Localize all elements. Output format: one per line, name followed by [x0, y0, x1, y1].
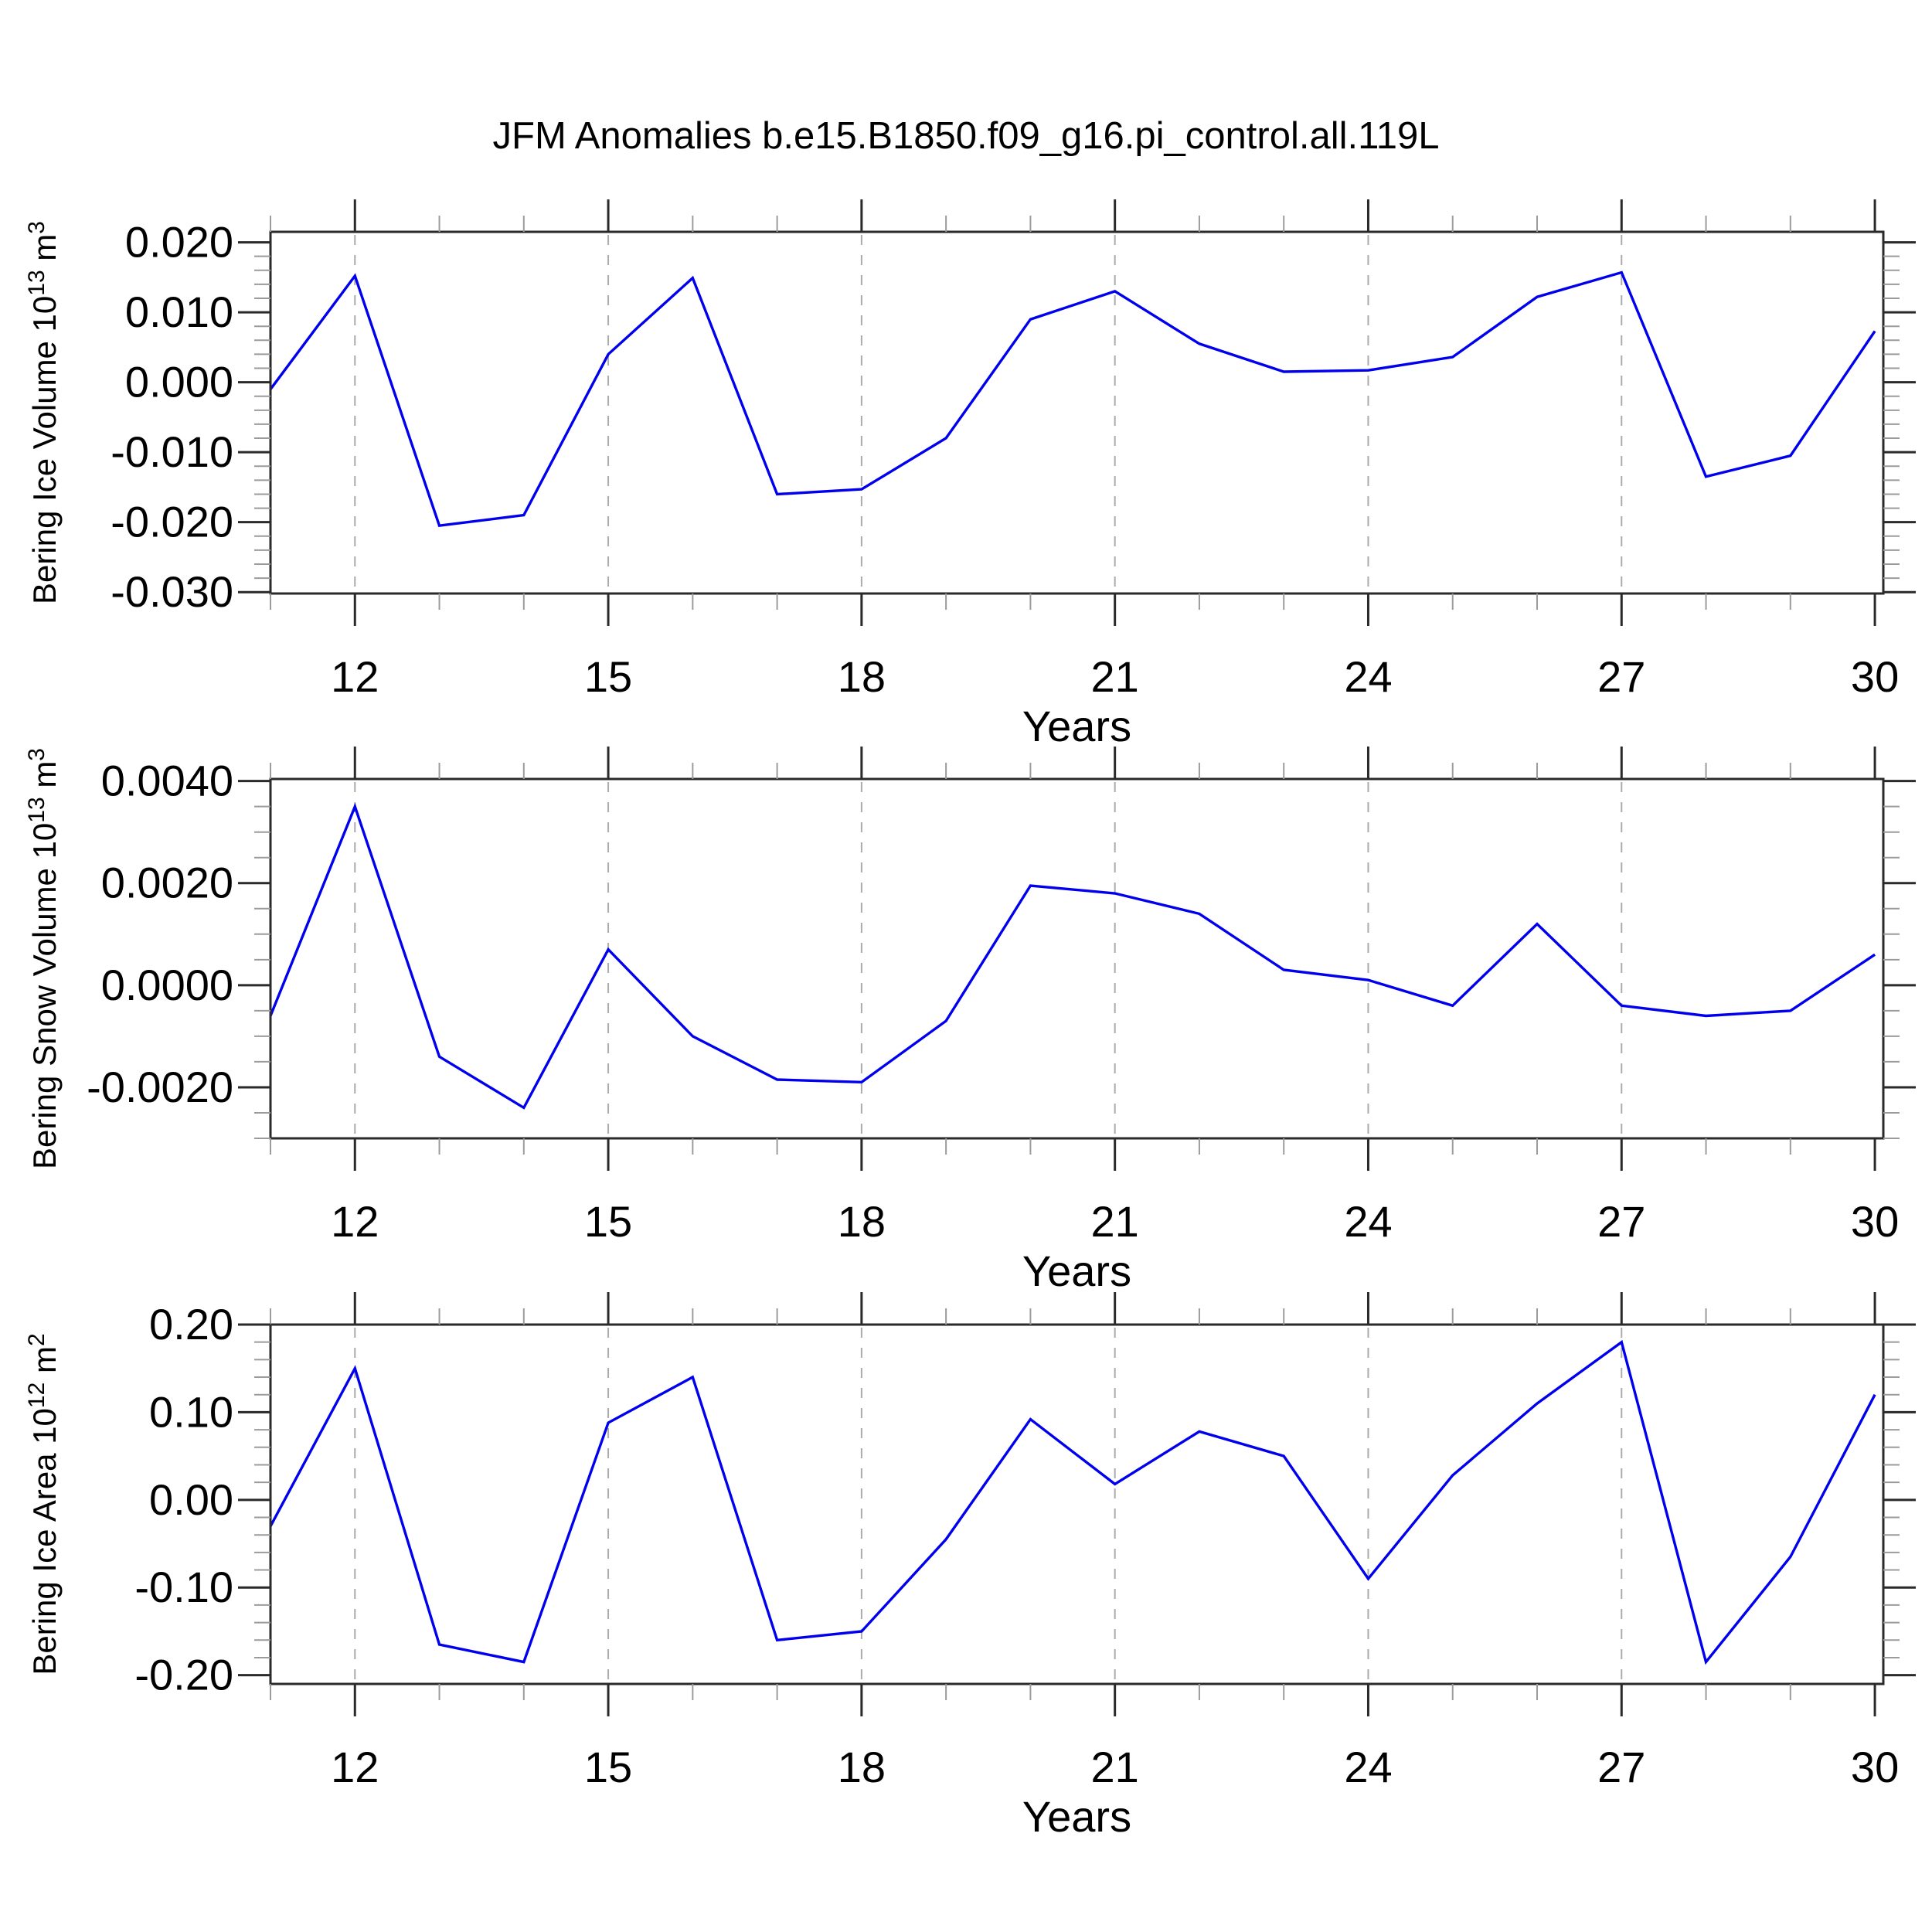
x-tick-label: 21: [1091, 1197, 1139, 1246]
x-tick-label: 24: [1344, 652, 1392, 701]
y-axis-title-text: Bering Ice Volume 10: [26, 296, 63, 604]
x-tick-label: 15: [584, 1197, 632, 1246]
x-tick-label: 18: [838, 1743, 886, 1791]
y-axis-title-text: Bering Snow Volume 10: [26, 823, 63, 1169]
y-tick-label: 0.020: [125, 218, 233, 267]
y-axis-title-superscript: 13: [24, 270, 49, 295]
x-tick-label: 30: [1851, 652, 1899, 701]
y-tick-label: -0.10: [134, 1563, 233, 1611]
y-tick-label: -0.010: [111, 427, 233, 476]
y-axis-title-superscript: 2: [24, 1333, 49, 1346]
x-tick-label: 24: [1344, 1197, 1392, 1246]
y-axis-title: Bering Ice Volume 1013 m3: [24, 221, 63, 604]
y-axis-title-text: m: [26, 234, 63, 270]
y-tick-label: 0.0000: [101, 961, 233, 1009]
series-line-bering-ice-volume: [269, 270, 1876, 528]
panel-bering-snow-volume: 12 15 18 21 24 27 30 0.0040 0.0020 0.0000 -0.0020 Y…: [24, 747, 1916, 1295]
x-tick-label: 30: [1851, 1197, 1899, 1246]
x-tick-label: 21: [1091, 652, 1139, 701]
y-tick-label: 0.00: [149, 1475, 233, 1524]
y-axis-title-superscript: 12: [24, 1383, 49, 1408]
y-tick-label: 0.10: [149, 1387, 233, 1436]
x-tick-label: 18: [838, 1197, 886, 1246]
x-axis-title: Years: [1022, 1247, 1131, 1295]
x-tick-label: 12: [331, 1197, 379, 1246]
x-tick-label: 12: [331, 652, 379, 701]
series-line-bering-ice-area: [269, 1339, 1876, 1665]
y-tick-label: 0.000: [125, 358, 233, 406]
x-axis-title: Years: [1022, 702, 1131, 750]
x-tick-label: 24: [1344, 1743, 1392, 1791]
x-tick-label: 15: [584, 652, 632, 701]
y-tick-label: 0.010: [125, 287, 233, 336]
plot-frame: [269, 1323, 1885, 1685]
panel-bering-ice-area: 12 15 18 21 24 27 30 0.20 0.10 0.00 -0.10 -0.20 Year…: [24, 1292, 1916, 1841]
x-tick-label: 30: [1851, 1743, 1899, 1791]
x-tick-label: 18: [838, 652, 886, 701]
y-tick-label: -0.020: [111, 498, 233, 546]
x-tick-label: 15: [584, 1743, 632, 1791]
x-tick-label: 12: [331, 1743, 379, 1791]
y-axis-title: Bering Ice Area 1012 m2: [24, 1333, 63, 1675]
plot-title: JFM Anomalies b.e15.B1850.f09_g16.pi_con…: [492, 115, 1440, 157]
y-tick-label: 0.20: [149, 1300, 233, 1349]
y-tick-label: -0.030: [111, 567, 233, 616]
y-axis-title-superscript: 13: [24, 797, 49, 822]
plot-frame: [269, 777, 1885, 1140]
x-axis-title: Years: [1022, 1792, 1131, 1841]
plot-frame: [269, 230, 1885, 595]
y-axis-title-superscript: 3: [24, 748, 49, 761]
x-tick-label: 27: [1597, 1197, 1645, 1246]
y-axis-title: Bering Snow Volume 1013 m3: [24, 748, 63, 1169]
x-tick-label: 21: [1091, 1743, 1139, 1791]
y-tick-label: 0.0020: [101, 859, 233, 907]
y-axis-title-superscript: 3: [24, 221, 49, 234]
y-axis-title-text: Bering Ice Area 10: [26, 1408, 63, 1675]
x-tick-label: 27: [1597, 652, 1645, 701]
panel-bering-ice-volume: 12 15 18 21 24 27 30 0.020 0.010 0.000 -0.010 -0.02…: [24, 199, 1916, 750]
y-tick-label: 0.0040: [101, 757, 233, 805]
x-tick-label: 27: [1597, 1743, 1645, 1791]
series-line-bering-snow-volume: [269, 802, 1876, 1110]
y-tick-label: -0.20: [134, 1651, 233, 1699]
y-tick-label: -0.0020: [87, 1063, 233, 1111]
y-axis-title-text: m: [26, 761, 63, 798]
y-axis-title-text: m: [26, 1346, 63, 1383]
